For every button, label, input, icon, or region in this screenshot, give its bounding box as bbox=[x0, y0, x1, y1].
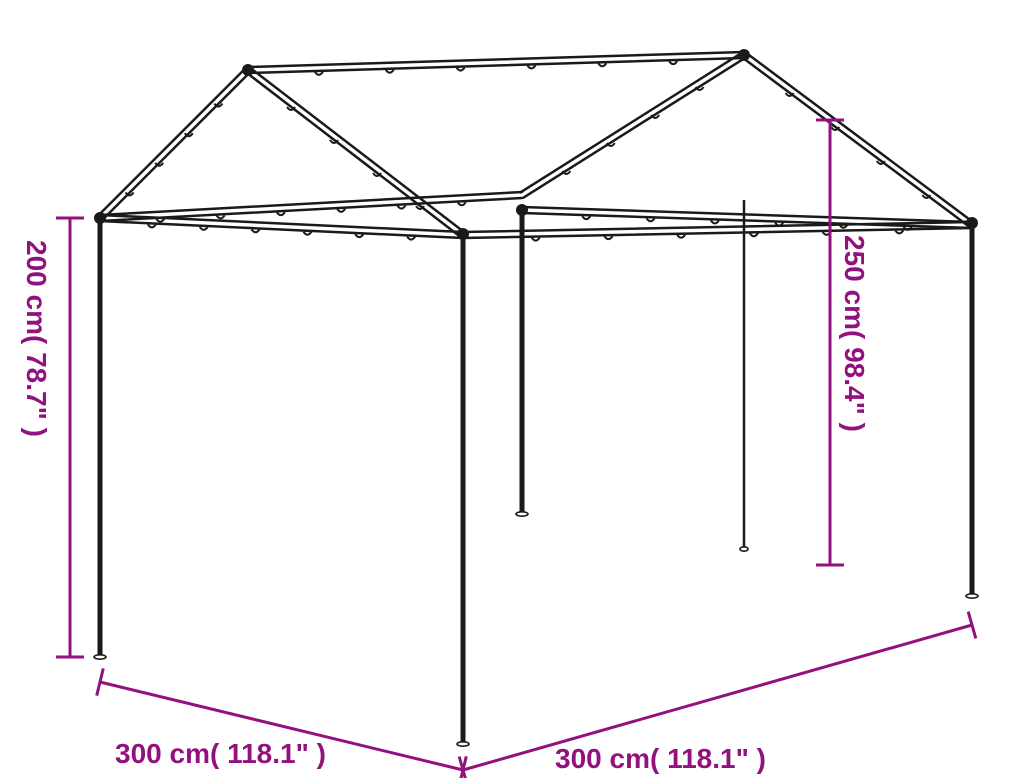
diagram-stage: 200 cm( 78.7" ) 250 cm( 98.4" ) 300 cm( … bbox=[0, 0, 1013, 778]
label-width: 300 cm( 118.1" ) bbox=[555, 745, 766, 773]
label-height-ridge: 250 cm( 98.4" ) bbox=[840, 235, 868, 432]
label-depth: 300 cm( 118.1" ) bbox=[115, 740, 326, 768]
label-height-eave: 200 cm( 78.7" ) bbox=[22, 240, 50, 437]
